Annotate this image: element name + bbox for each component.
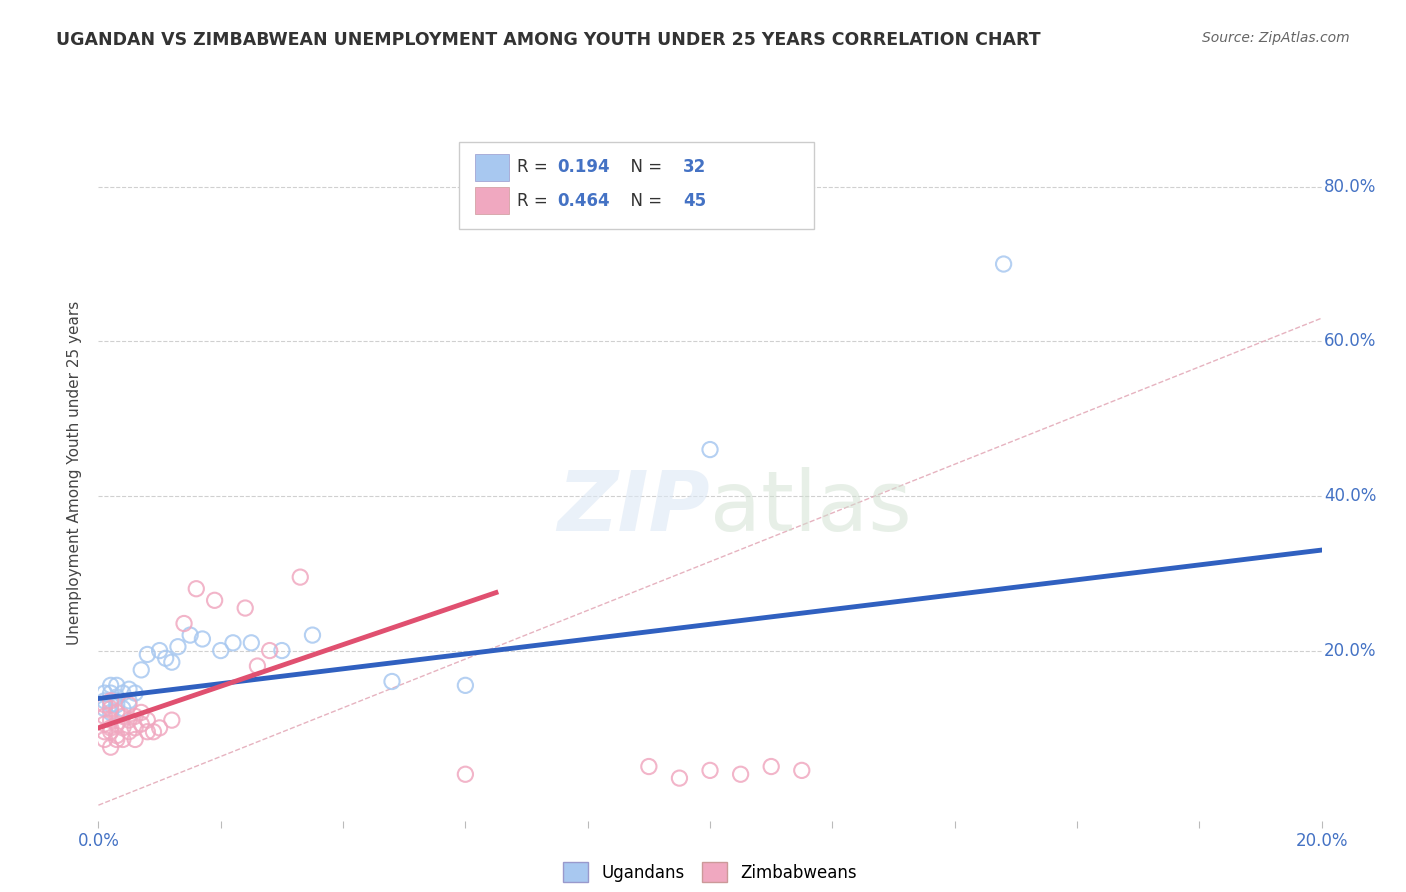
Text: 0.194: 0.194 [557, 158, 610, 176]
Point [100, 701, 122, 715]
Point [699, 764, 721, 778]
Point [105, 729, 128, 743]
Legend: Ugandans, Zimbabweans: Ugandans, Zimbabweans [557, 855, 863, 888]
Point [111, 701, 134, 715]
FancyBboxPatch shape [460, 142, 814, 229]
Point [167, 640, 190, 654]
Point [149, 643, 172, 657]
Point [118, 713, 141, 727]
Point [105, 717, 128, 731]
Point [100, 706, 122, 720]
Point [186, 582, 208, 596]
FancyBboxPatch shape [475, 187, 509, 214]
Point [100, 686, 122, 700]
Point [454, 767, 477, 781]
Point [93, 701, 115, 715]
Point [668, 771, 690, 785]
Point [129, 663, 152, 677]
Point [233, 601, 256, 615]
Point [111, 709, 134, 723]
Point [160, 655, 183, 669]
Text: 20.0%: 20.0% [1324, 641, 1376, 659]
FancyBboxPatch shape [475, 154, 509, 180]
Point [290, 570, 312, 584]
Point [118, 724, 141, 739]
Text: N =: N = [620, 158, 666, 176]
Text: atlas: atlas [710, 467, 911, 548]
Point [118, 694, 141, 708]
Point [93, 732, 115, 747]
Point [93, 698, 115, 712]
Y-axis label: Unemployment Among Youth under 25 years: Unemployment Among Youth under 25 years [67, 301, 83, 645]
Text: N =: N = [620, 192, 666, 210]
Point [129, 717, 152, 731]
Point [93, 724, 115, 739]
Point [105, 698, 128, 712]
Point [149, 721, 172, 735]
Text: 0.464: 0.464 [557, 192, 610, 210]
Point [759, 759, 782, 773]
Point [270, 643, 292, 657]
Point [93, 694, 115, 708]
Text: 45: 45 [683, 192, 706, 210]
Text: Source: ZipAtlas.com: Source: ZipAtlas.com [1202, 31, 1350, 45]
Point [730, 767, 752, 781]
Point [246, 659, 269, 673]
Point [179, 628, 201, 642]
Point [124, 721, 146, 735]
Text: 40.0%: 40.0% [1324, 487, 1376, 505]
Point [155, 651, 177, 665]
Point [93, 709, 115, 723]
Point [105, 690, 128, 704]
Point [111, 686, 134, 700]
Point [160, 713, 183, 727]
Point [124, 732, 146, 747]
Point [105, 706, 128, 720]
Point [129, 706, 152, 720]
Point [118, 698, 141, 712]
Point [209, 643, 232, 657]
Point [993, 257, 1015, 271]
Point [124, 686, 146, 700]
Text: 80.0%: 80.0% [1324, 178, 1376, 195]
Point [93, 686, 115, 700]
Point [100, 698, 122, 712]
Point [111, 721, 134, 735]
Point [204, 593, 226, 607]
Text: R =: R = [517, 158, 553, 176]
Point [136, 724, 159, 739]
Point [454, 678, 477, 692]
Point [259, 643, 281, 657]
Point [222, 636, 245, 650]
Point [136, 713, 159, 727]
Point [142, 724, 165, 739]
Point [136, 648, 159, 662]
Point [637, 759, 661, 773]
Point [191, 632, 214, 646]
Text: 32: 32 [683, 158, 706, 176]
Text: R =: R = [517, 192, 553, 210]
Point [118, 682, 141, 697]
Point [100, 694, 122, 708]
Point [790, 764, 813, 778]
Point [699, 442, 721, 457]
Point [124, 709, 146, 723]
Text: ZIP: ZIP [557, 467, 710, 548]
Point [381, 674, 404, 689]
Point [111, 732, 134, 747]
Point [100, 740, 122, 755]
Point [173, 616, 195, 631]
Point [301, 628, 323, 642]
Point [93, 717, 115, 731]
Text: 60.0%: 60.0% [1324, 333, 1376, 351]
Point [100, 721, 122, 735]
Point [100, 713, 122, 727]
Point [100, 724, 122, 739]
Text: UGANDAN VS ZIMBABWEAN UNEMPLOYMENT AMONG YOUTH UNDER 25 YEARS CORRELATION CHART: UGANDAN VS ZIMBABWEAN UNEMPLOYMENT AMONG… [56, 31, 1040, 49]
Point [105, 678, 128, 692]
Point [240, 636, 263, 650]
Point [105, 732, 128, 747]
Point [100, 678, 122, 692]
